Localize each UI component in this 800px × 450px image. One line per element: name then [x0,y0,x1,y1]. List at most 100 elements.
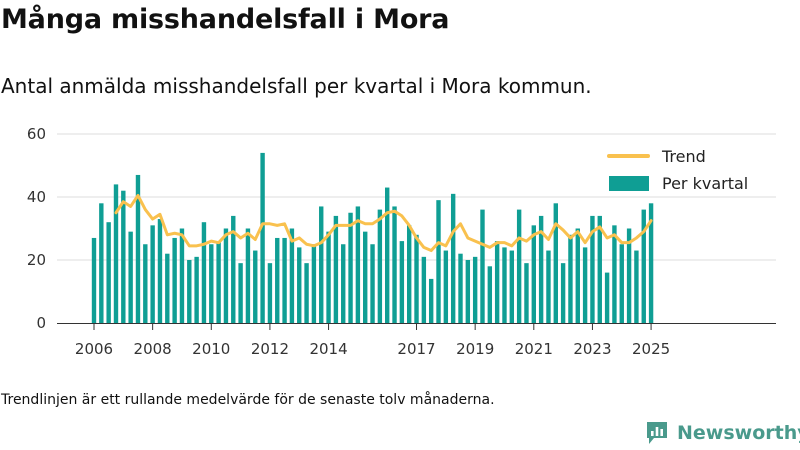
bar-2025Q1 [648,203,654,323]
bar-2022Q4 [582,247,588,323]
trend-series [114,193,653,253]
chart-subtitle: Antal anmälda misshandelsfall per kvarta… [1,74,592,98]
bar-2015Q4 [377,209,383,323]
bar-2016Q4 [406,225,412,323]
brand-logo: Newsworthy [645,420,800,446]
bar-2020Q3 [516,209,522,323]
bar-2012Q1 [267,263,273,323]
bar-2018Q3 [458,253,463,323]
x-tick-label: 2025 [632,340,670,358]
legend-per-kvartal-label: Per kvartal [662,174,748,193]
bar-2019Q1 [472,256,478,323]
bar-2016Q3 [399,241,405,323]
bar-2023Q3 [604,272,610,323]
bar-2020Q1 [502,247,507,323]
bar-2008Q1 [150,225,155,323]
bar-2016Q2 [392,206,397,323]
y-tick-label: 40 [27,188,46,206]
bar-2006Q4 [113,184,119,323]
bar-2015Q3 [370,244,375,323]
x-tick-label: 2017 [397,340,435,358]
x-tick-label: 2010 [192,340,230,358]
bar-2021Q3 [546,250,551,323]
bar-2006Q2 [99,203,104,323]
bar-2019Q2 [480,209,485,323]
legend-trend-label: Trend [661,147,706,166]
bar-2015Q2 [363,231,368,323]
bar-2008Q3 [165,253,170,323]
bar-2011Q1 [238,263,243,323]
bar-2013Q1 [297,247,302,323]
bar-2015Q1 [355,206,361,323]
legend-per-kvartal-swatch [609,176,649,191]
bar-2014Q3 [341,244,346,323]
newsworthy-logo-icon [647,422,667,444]
bar-2018Q4 [465,260,471,323]
bar-2011Q4 [260,152,265,323]
bar-2017Q1 [414,234,419,323]
bar-2006Q3 [106,222,111,323]
bar-2013Q3 [311,244,317,323]
x-tick-label: 2019 [456,340,494,358]
bar-2007Q1 [121,190,126,323]
legend: Trend Per kvartal [607,147,748,193]
x-tick-label: 2023 [573,340,611,358]
y-tick-label: 0 [36,314,46,332]
bar-2012Q3 [282,237,287,323]
bar-2007Q3 [135,174,141,323]
bar-2014Q4 [348,212,353,323]
bar-2020Q4 [524,263,529,323]
bar-2024Q1 [619,244,624,323]
bar-2009Q4 [201,222,207,323]
chart-area: 0 20 40 60 2006 2008 2010 2012 2014 2017 2019 2021… [27,125,776,358]
bar-2016Q1 [385,187,390,323]
bar-2023Q1 [590,215,595,323]
chart-title: Många misshandelsfall i Mora [1,4,450,35]
bar-2022Q1 [560,263,566,323]
bar-2014Q2 [333,215,339,323]
bar-2017Q2 [421,256,427,323]
bar-series [91,152,654,323]
bar-2018Q2 [450,193,456,323]
bar-2023Q4 [612,225,617,323]
bar-2017Q4 [436,200,441,323]
bar-2007Q2 [128,231,133,323]
bar-2021Q2 [538,215,544,323]
y-tick-label: 60 [27,125,46,143]
footnote: Trendlinjen är ett rullande medelvärde f… [1,392,495,408]
bar-2013Q4 [319,206,324,323]
bar-2021Q4 [553,203,558,323]
bar-2017Q3 [428,278,434,323]
x-tick-label: 2021 [515,340,553,358]
bar-2008Q4 [172,237,177,323]
bar-2020Q2 [509,250,515,323]
bar-2024Q2 [626,228,632,323]
bar-2012Q4 [289,228,295,323]
trend-line [114,193,653,253]
bar-2010Q3 [223,228,229,323]
x-axis: 2006 2008 2010 2012 2014 2017 2019 2021 2023 2025 [57,323,776,358]
bar-2010Q2 [216,241,221,323]
bar-2021Q1 [531,225,536,323]
bar-2013Q2 [304,263,309,323]
x-tick-label: 2012 [251,340,289,358]
bar-2024Q4 [641,209,646,323]
x-tick-label: 2008 [134,340,172,358]
bar-2022Q2 [568,234,573,323]
bar-2010Q4 [231,215,236,323]
y-tick-label: 20 [27,251,46,269]
bar-2009Q1 [179,228,185,323]
bar-2006Q1 [91,237,97,323]
bar-2019Q4 [494,241,500,323]
bar-2019Q3 [487,266,493,323]
y-axis-labels: 0 20 40 60 [27,125,46,332]
bar-2024Q3 [634,250,639,323]
bar-2011Q3 [253,250,258,323]
bar-2009Q3 [194,256,199,323]
bar-2008Q2 [157,219,163,323]
bar-2007Q4 [143,244,148,323]
bar-2023Q2 [597,215,602,323]
x-tick-label: 2014 [309,340,347,358]
bar-2012Q2 [275,237,280,323]
brand-name: Newsworthy [677,422,800,444]
